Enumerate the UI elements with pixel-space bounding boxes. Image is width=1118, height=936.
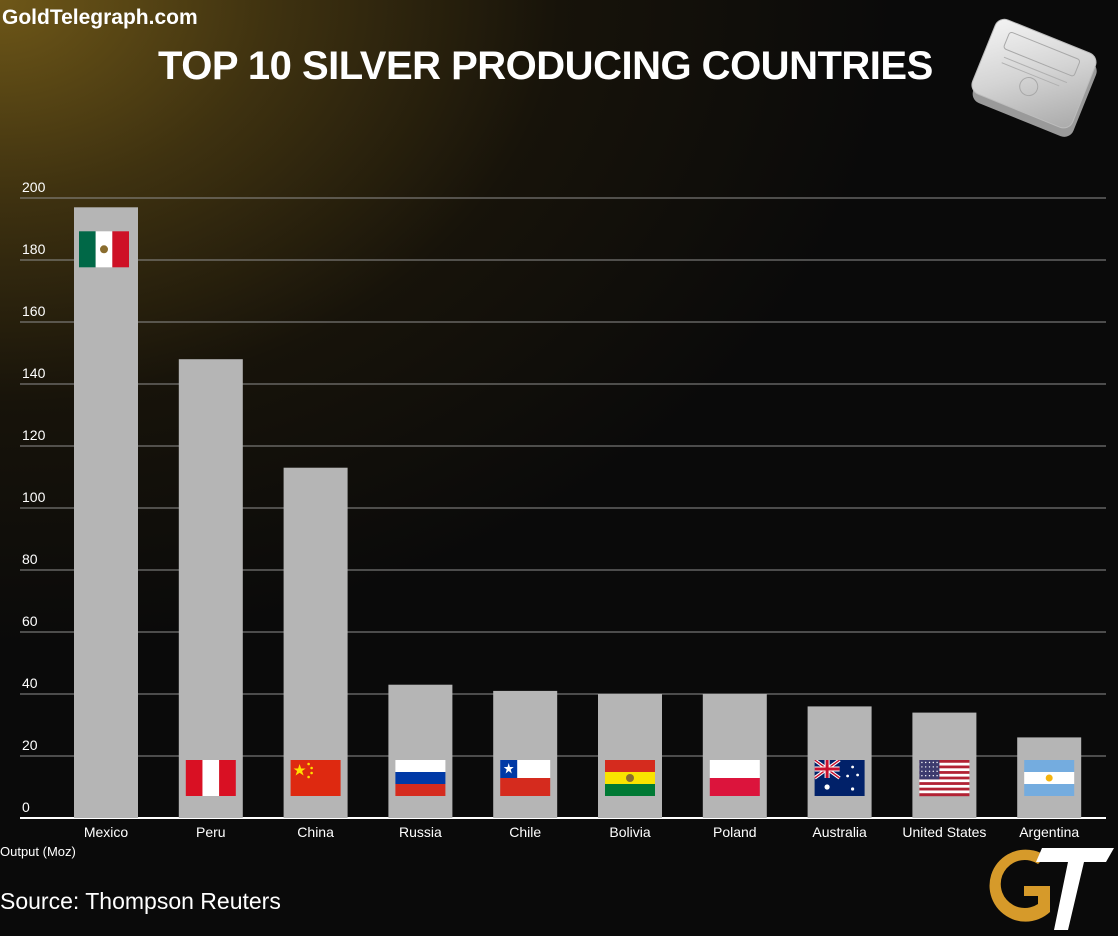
x-tick-label: Australia [812,824,867,840]
bar-china [283,467,348,818]
bar-russia [388,684,453,818]
y-tick-label: 160 [22,303,46,319]
australia-flag [814,760,865,796]
x-tick-label: Bolivia [609,824,650,840]
y-tick-label: 180 [22,241,46,257]
x-tick-label: Peru [196,824,226,840]
x-tick-label: Mexico [84,824,129,840]
russia-flag [395,760,446,796]
y-tick-label: 60 [22,613,38,629]
gt-logo [989,848,1114,930]
silver-bar-icon [971,18,1097,137]
chart-title: TOP 10 SILVER PRODUCING COUNTRIES [158,44,933,88]
x-tick-label: United States [902,824,986,840]
y-tick-label: 0 [22,799,30,815]
bar-peru [178,359,243,818]
argentina-flag [1024,760,1075,796]
y-tick-label: 100 [22,489,46,505]
y-tick-label: 120 [22,427,46,443]
usa-flag [919,760,970,797]
peru-flag [185,760,236,796]
y-tick-label: 140 [22,365,46,381]
x-tick-label: China [297,824,334,840]
x-tick-label: Argentina [1019,824,1079,840]
bar-bolivia [598,694,662,818]
x-tick-label: Poland [713,824,757,840]
brand-name: GoldTelegraph.com [2,6,198,29]
y-tick-label: 40 [22,675,38,691]
bar-mexico [74,207,138,819]
china-flag [290,760,341,796]
x-tick-label: Russia [399,824,442,840]
poland-flag [709,760,760,796]
y-tick-label: 20 [22,737,38,753]
y-axis-label: Output (Moz) [0,844,76,859]
bar-poland [702,694,767,818]
source-note: Source: Thompson Reuters [0,888,281,914]
chile-flag [500,760,551,796]
mexico-flag [79,231,129,268]
bolivia-flag [605,760,655,796]
y-tick-label: 80 [22,551,38,567]
y-tick-label: 200 [22,179,46,195]
bar-chile [493,690,558,818]
x-tick-label: Chile [509,824,541,840]
